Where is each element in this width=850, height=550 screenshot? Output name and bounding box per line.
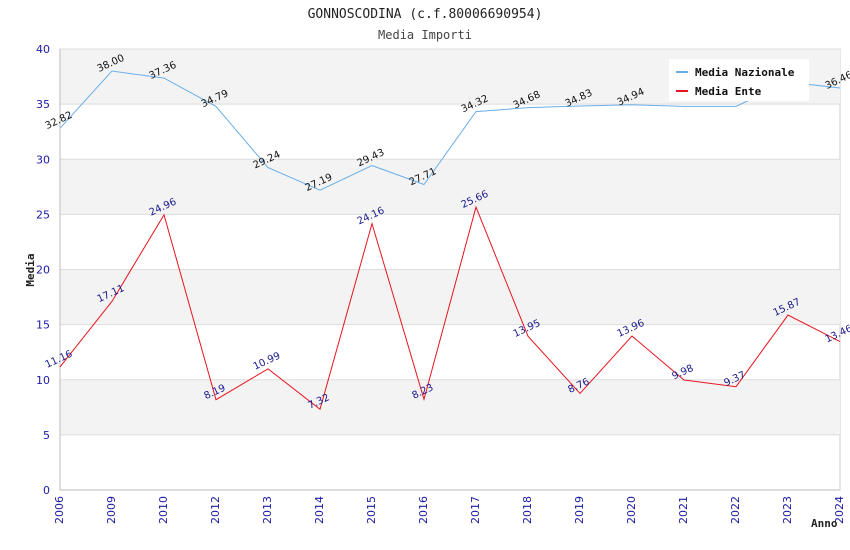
x-tick-label: 2024 (833, 496, 846, 524)
x-tick-label: 2021 (677, 496, 690, 524)
y-axis-label: Media (24, 253, 37, 286)
legend-item-label: Media Nazionale (695, 66, 795, 79)
x-tick-label: 2013 (261, 496, 274, 524)
y-tick-label: 40 (36, 43, 50, 56)
legend-box (669, 59, 809, 101)
series-line-media-ente (59, 205, 841, 411)
y-tick-label: 25 (36, 208, 50, 221)
x-tick-label: 2006 (53, 496, 66, 524)
x-axis-label: Anno (811, 517, 838, 530)
y-tick-label: 0 (43, 484, 50, 497)
y-tick-label: 30 (36, 153, 50, 166)
x-tick-label: 2012 (209, 496, 222, 524)
grid-band (60, 159, 840, 215)
x-tick-label: 2015 (365, 496, 378, 524)
y-tick-label: 5 (43, 429, 50, 442)
series-line-media-nazionale (59, 70, 841, 191)
y-tick-label: 20 (36, 264, 50, 277)
x-tick-label: 2009 (105, 496, 118, 524)
x-tick-label: 2022 (729, 496, 742, 524)
x-tick-label: 2019 (573, 496, 586, 524)
grid-lines (59, 48, 840, 491)
series-lines (59, 70, 841, 411)
chart-subtitle: Media Importi (378, 28, 472, 42)
x-tick-label: 2016 (417, 496, 430, 524)
grid-band (60, 379, 840, 435)
x-tick-label: 2010 (157, 496, 170, 524)
x-axis-ticks: 2006 2009 2010 2012 2013 2014 2015 2016 2017 2018… (53, 496, 846, 524)
x-tick-label: 2020 (625, 496, 638, 524)
chart-title: GONNOSCODINA (c.f.80006690954) (308, 7, 543, 22)
x-tick-label: 2018 (521, 496, 534, 524)
x-tick-label: 2023 (781, 496, 794, 524)
legend: Media Nazionale Media Ente (669, 59, 809, 101)
grid-band (60, 269, 840, 325)
y-axis-ticks: 0 5 10 15 20 25 30 35 40 (36, 43, 50, 497)
y-tick-label: 10 (36, 374, 50, 387)
y-tick-label: 15 (36, 319, 50, 332)
legend-item-label: Media Ente (695, 85, 762, 98)
x-tick-label: 2017 (469, 496, 482, 524)
y-tick-label: 35 (36, 98, 50, 111)
x-tick-label: 2014 (313, 496, 326, 524)
